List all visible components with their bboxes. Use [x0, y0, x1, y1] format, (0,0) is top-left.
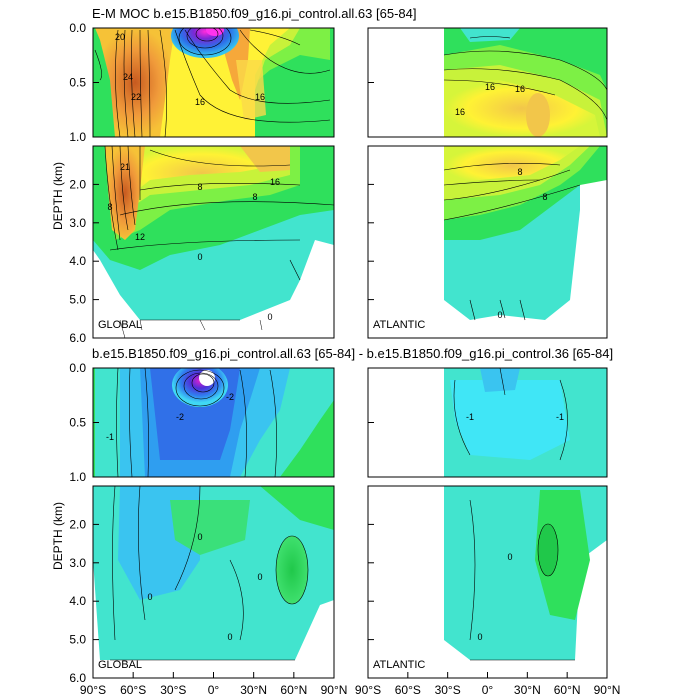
y-tick-label: 0.0	[69, 21, 86, 35]
y-tick-label: 3.0	[69, 216, 86, 230]
x-tick-label-global: 0°	[208, 683, 220, 697]
x-tick-label-atlantic: 60°S	[395, 683, 421, 697]
y-tick-label: 2.0	[69, 177, 86, 191]
x-tick-label-global: 90°S	[80, 683, 106, 697]
y-tick-label: 1.0	[69, 470, 86, 484]
y-axis-label: DEPTH (km)	[51, 162, 65, 230]
y-tick-label: 0.0	[69, 361, 86, 375]
annotations: 0.0 0.5 1.0 2.0 3.0 4.0 5.0 6.0 DEPTH (km) GLOBAL…	[51, 21, 620, 697]
x-tick-label-global: 30°S	[160, 683, 186, 697]
contour-label: 16	[455, 107, 465, 117]
contour-label: 20	[115, 32, 125, 42]
y-tick-label: 5.0	[69, 293, 86, 307]
contour-label: 0	[227, 632, 232, 642]
contour-label: 0	[497, 310, 502, 320]
contour-label: 16	[195, 97, 205, 107]
contour-label: -1	[106, 432, 114, 442]
x-tick-label-atlantic: 30°N	[514, 683, 541, 697]
x-tick-label-atlantic: 90°N	[594, 683, 621, 697]
contour-label: 16	[515, 84, 525, 94]
panel-atlantic-top-upper	[367, 27, 608, 138]
panel-label-global: GLOBAL	[98, 659, 142, 671]
y-tick-label: 6.0	[69, 671, 86, 685]
contour-label: 0	[257, 572, 262, 582]
panel-atlantic-bottom-upper	[367, 367, 608, 478]
contour-label: 0	[197, 532, 202, 542]
contour-label: 16	[485, 82, 495, 92]
contour-label: 22	[131, 92, 141, 102]
panel-label-atlantic: ATLANTIC	[373, 659, 425, 671]
x-tick-label-global: 30°N	[240, 683, 267, 697]
contour-label: 8	[252, 192, 257, 202]
contour-label: 12	[135, 232, 145, 242]
y-tick-label: 2.0	[69, 517, 86, 531]
panel-atlantic-top-lower	[367, 145, 608, 339]
contour-label: 0	[147, 592, 152, 602]
y-tick-label: 1.0	[69, 130, 86, 144]
y-tick-label: 4.0	[69, 254, 86, 268]
panel-global-top-upper	[92, 27, 335, 138]
chart-title-top: E-M MOC b.e15.B1850.f09_g16.pi_control.a…	[92, 6, 416, 21]
contour-label: -1	[466, 412, 474, 422]
y-tick-label: 0.5	[69, 416, 86, 430]
chart-title-bottom: b.e15.B1850.f09_g16.pi_control.all.63 [6…	[92, 346, 613, 361]
contour-label: -2	[176, 412, 184, 422]
contour-label: 8	[107, 202, 112, 212]
contour-label: 16	[255, 92, 265, 102]
x-tick-label-global: 90°N	[321, 683, 348, 697]
panel-atlantic-bottom-lower	[367, 485, 608, 679]
panel-global-top-lower	[92, 145, 335, 339]
contour-label: 0	[197, 252, 202, 262]
y-tick-label: 6.0	[69, 331, 86, 345]
x-tick-label-global: 60°S	[120, 683, 146, 697]
y-axis-label: DEPTH (km)	[51, 502, 65, 570]
panel-global-bottom-lower	[92, 485, 335, 679]
contour-label: 0	[477, 632, 482, 642]
panel-global-bottom-upper	[92, 367, 335, 478]
x-tick-label-atlantic: 30°S	[435, 683, 461, 697]
contour-label: 0	[507, 552, 512, 562]
x-tick-label-atlantic: 90°S	[355, 683, 381, 697]
x-tick-label-global: 60°N	[280, 683, 307, 697]
y-tick-label: 4.0	[69, 594, 86, 608]
contour-label: 8	[197, 182, 202, 192]
contour-label: -2	[226, 392, 234, 402]
x-tick-label-atlantic: 0°	[482, 683, 494, 697]
panel-label-global: GLOBAL	[98, 319, 142, 331]
x-tick-label-atlantic: 60°N	[554, 683, 581, 697]
contour-label: 24	[123, 72, 133, 82]
y-tick-label: 5.0	[69, 633, 86, 647]
panel-label-atlantic: ATLANTIC	[373, 319, 425, 331]
contour-label: 21	[120, 162, 130, 172]
contour-label: 16	[270, 177, 280, 187]
contour-label: 8	[517, 167, 522, 177]
y-tick-label: 3.0	[69, 556, 86, 570]
contour-label: 0	[267, 312, 272, 322]
y-tick-label: 0.5	[69, 76, 86, 90]
contour-label: -1	[556, 412, 564, 422]
contour-label: 8	[542, 192, 547, 202]
